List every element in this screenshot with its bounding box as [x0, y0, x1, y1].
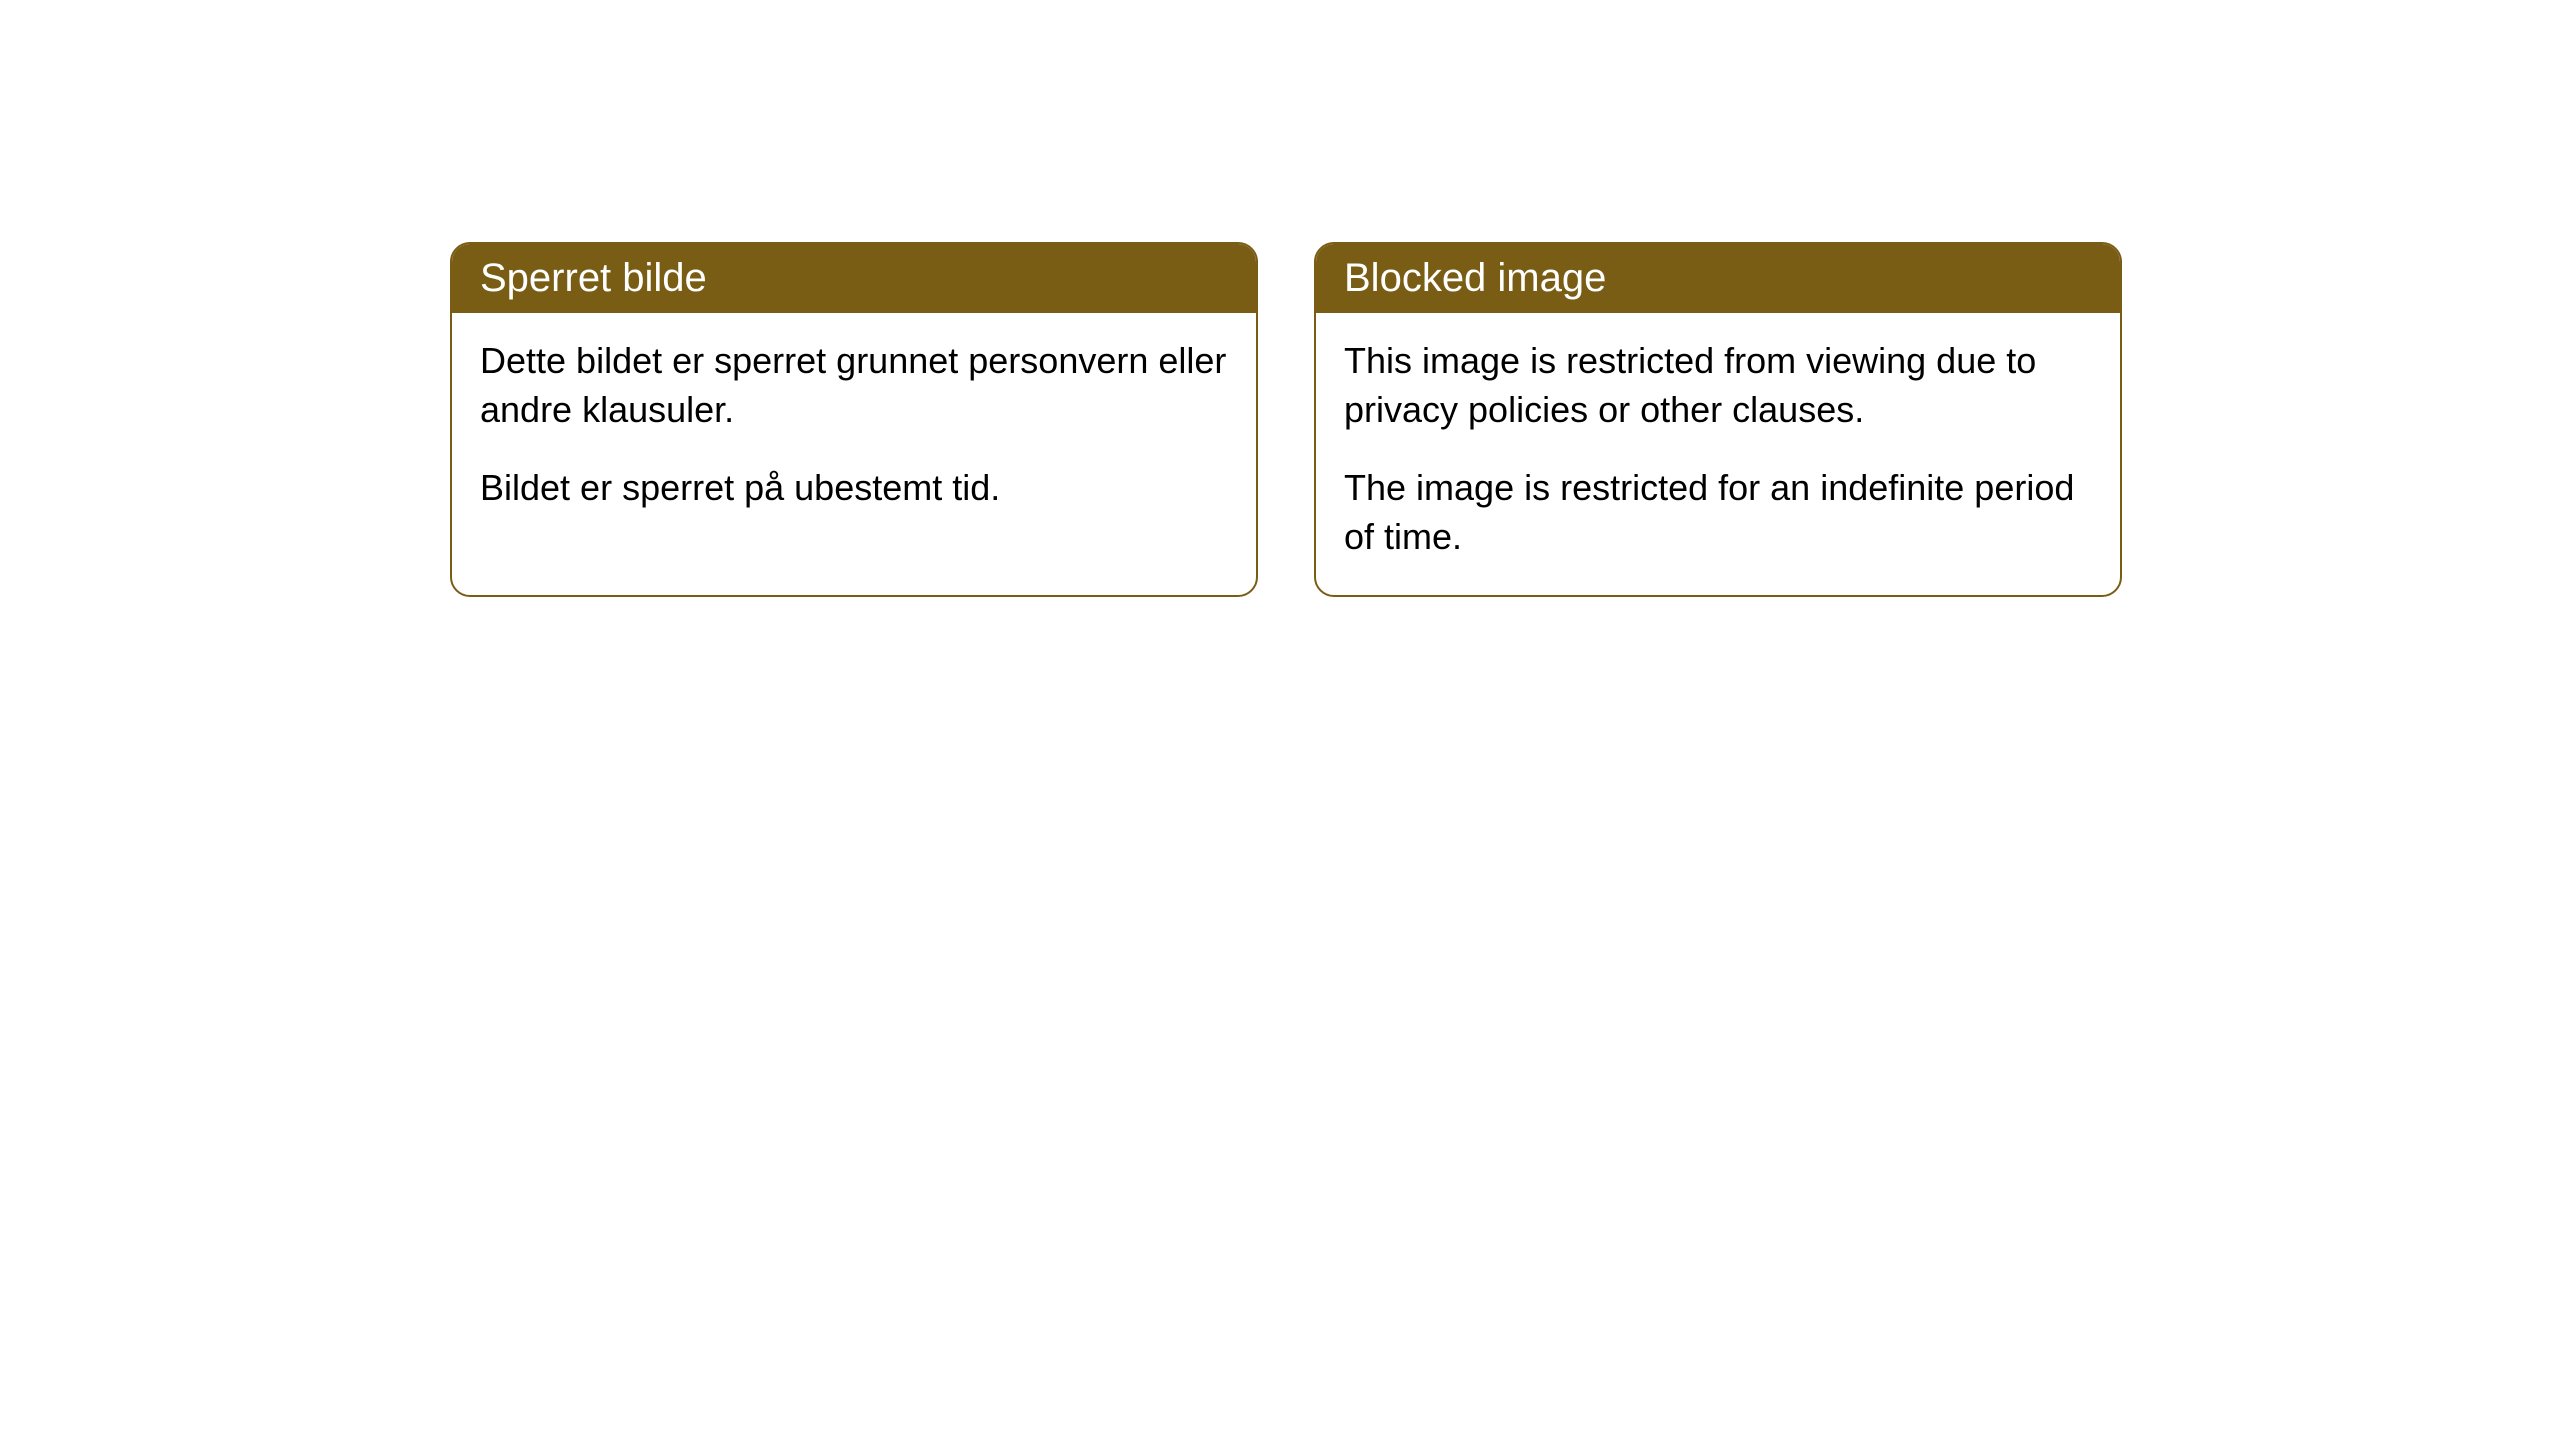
card-paragraph-english-1: This image is restricted from viewing du…	[1344, 337, 2092, 434]
card-header-norwegian: Sperret bilde	[452, 244, 1256, 313]
card-paragraph-norwegian-2: Bildet er sperret på ubestemt tid.	[480, 464, 1228, 513]
blocked-image-card-english: Blocked image This image is restricted f…	[1314, 242, 2122, 597]
message-cards-container: Sperret bilde Dette bildet er sperret gr…	[450, 242, 2122, 597]
card-paragraph-english-2: The image is restricted for an indefinit…	[1344, 464, 2092, 561]
card-header-english: Blocked image	[1316, 244, 2120, 313]
blocked-image-card-norwegian: Sperret bilde Dette bildet er sperret gr…	[450, 242, 1258, 597]
card-title-english: Blocked image	[1344, 256, 1606, 300]
card-title-norwegian: Sperret bilde	[480, 256, 707, 300]
card-body-norwegian: Dette bildet er sperret grunnet personve…	[452, 313, 1256, 547]
card-paragraph-norwegian-1: Dette bildet er sperret grunnet personve…	[480, 337, 1228, 434]
card-body-english: This image is restricted from viewing du…	[1316, 313, 2120, 595]
